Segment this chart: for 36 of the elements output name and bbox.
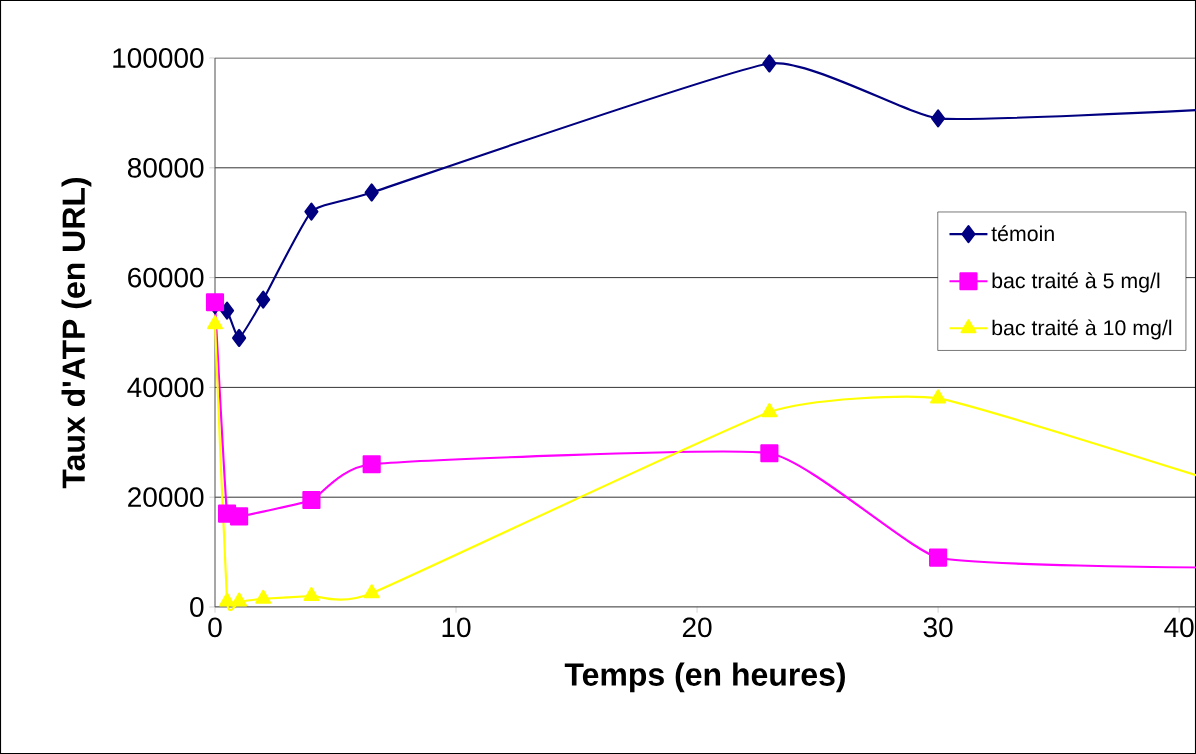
point [232, 328, 247, 348]
y-tick-label: 0 [190, 597, 204, 617]
y-tick-label: 100000 [113, 48, 204, 68]
point [760, 444, 779, 463]
y-tick-label: 20000 [128, 487, 204, 508]
x-tick-label: 0 [208, 617, 222, 638]
point [362, 455, 381, 474]
point [364, 183, 379, 202]
point [761, 403, 778, 418]
point [231, 592, 248, 607]
point [256, 290, 271, 309]
x-axis-title: Temps (en heures) [564, 662, 845, 693]
point [230, 507, 249, 526]
y-axis-title: Taux d'ATP (en URL) [61, 178, 92, 489]
point [930, 389, 947, 404]
x-tick-label: 10 [442, 617, 471, 638]
point [931, 109, 946, 128]
x-tick-label: 20 [682, 617, 712, 638]
point [304, 202, 319, 221]
point [207, 315, 223, 330]
x-tick-label: 30 [923, 617, 953, 638]
point [219, 592, 236, 607]
y-tick-label: 60000 [128, 267, 204, 288]
point [762, 54, 777, 73]
y-tick-label: 40000 [127, 377, 204, 398]
point [219, 301, 235, 320]
point [303, 586, 320, 602]
legend-label: bac traité à 10 mg/l [992, 319, 1172, 340]
x-tick-label: 40 [1164, 617, 1194, 638]
point [929, 548, 948, 567]
y-tick-label: 80000 [127, 157, 204, 178]
point [363, 584, 380, 599]
point [255, 589, 272, 604]
point [302, 490, 321, 510]
legend-label: bac traité à 5 mg/l [992, 272, 1160, 293]
legend-label: témoin [991, 225, 1054, 242]
